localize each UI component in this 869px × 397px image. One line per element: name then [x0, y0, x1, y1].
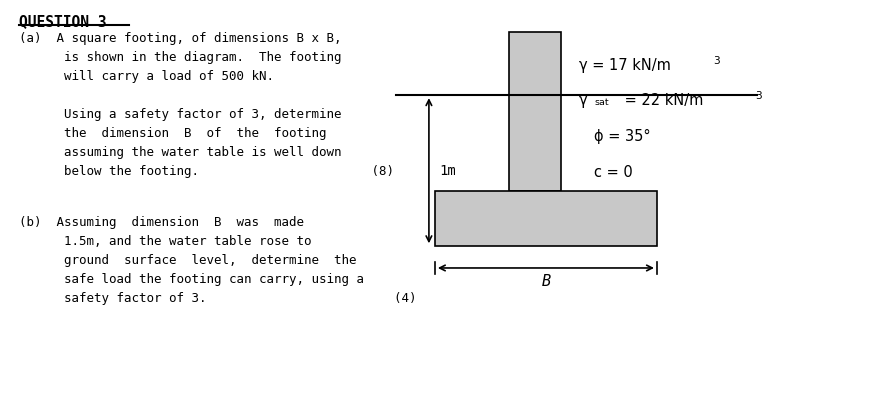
- Text: sat: sat: [594, 98, 608, 107]
- Text: QUESTION 3: QUESTION 3: [19, 14, 107, 29]
- Text: B: B: [541, 274, 550, 289]
- Text: 3: 3: [754, 91, 761, 101]
- Text: c = 0: c = 0: [594, 165, 633, 180]
- Text: (a)  A square footing, of dimensions B x B,
      is shown in the diagram.  The : (a) A square footing, of dimensions B x …: [19, 32, 394, 178]
- Bar: [434, 191, 656, 246]
- Text: γ: γ: [578, 93, 587, 108]
- Text: 3: 3: [713, 56, 720, 66]
- Text: γ = 17 kN/m: γ = 17 kN/m: [578, 58, 670, 73]
- Text: = 22 kN/m: = 22 kN/m: [620, 93, 703, 108]
- Text: 1m: 1m: [439, 164, 455, 178]
- Text: (b)  Assuming  dimension  B  was  made
      1.5m, and the water table rose to
 : (b) Assuming dimension B was made 1.5m, …: [19, 216, 416, 305]
- Bar: [508, 32, 561, 191]
- Text: ϕ = 35°: ϕ = 35°: [594, 129, 650, 144]
